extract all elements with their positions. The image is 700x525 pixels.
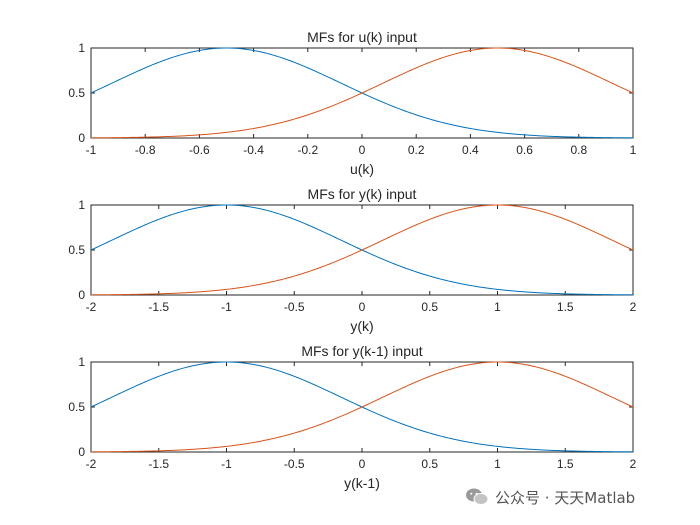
x-tick-label: 1.5 [557, 300, 574, 314]
y-tick-label: 0.5 [68, 400, 85, 414]
y-tick-label: 0 [78, 445, 85, 459]
x-tick-label: -0.6 [189, 143, 210, 157]
watermark: 公众号 · 天天Matlab [465, 486, 635, 508]
x-tick-label: 2 [630, 457, 637, 471]
x-tick-label: 2 [630, 300, 637, 314]
wechat-icon [466, 488, 489, 505]
watermark-text: 公众号 · 天天Matlab [495, 488, 636, 507]
x-tick-label: 0.5 [421, 457, 438, 471]
x-tick-label: 0.5 [421, 300, 438, 314]
x-tick-label: -1.5 [148, 457, 169, 471]
x-tick-label: 0.6 [516, 143, 533, 157]
y-tick-label: 0.5 [68, 243, 85, 257]
x-tick-label: -1 [221, 300, 232, 314]
subplot-1: MFs for u(k) input -1 -0.8 -0.6 -0.4 -0.2 0 0.2… [68, 29, 636, 177]
x-tick-label: 0 [359, 143, 366, 157]
subplot-title: MFs for y(k-1) input [301, 343, 422, 359]
y-tick-label: 1 [78, 41, 85, 55]
x-tick-label: -2 [86, 300, 97, 314]
x-tick-label: 0 [359, 300, 366, 314]
subplot-title: MFs for u(k) input [307, 29, 417, 45]
x-tick-label: -0.8 [135, 143, 156, 157]
x-axis-label: u(k) [350, 161, 374, 177]
x-tick-label: -0.5 [284, 300, 305, 314]
y-tick-label: 0 [78, 288, 85, 302]
x-tick-label: 0.2 [408, 143, 425, 157]
x-tick-label: -0.2 [297, 143, 318, 157]
x-axis-label: y(k) [350, 318, 373, 334]
x-tick-label: -0.4 [243, 143, 264, 157]
x-tick-label: 1 [494, 300, 501, 314]
y-tick-label: 0 [78, 131, 85, 145]
x-tick-label: -2 [86, 457, 97, 471]
x-tick-label: 1.5 [557, 457, 574, 471]
subplot-3: MFs for y(k-1) input -2 -1.5 -1 -0.5 0 0.5 1 1.5… [68, 343, 636, 491]
x-tick-label: -1 [221, 457, 232, 471]
subplot-2: MFs for y(k) input -2 -1.5 -1 -0.5 0 0.5 1 1.5 2 0… [68, 186, 636, 334]
y-tick-label: 1 [78, 198, 85, 212]
mf-curve-2 [90, 361, 634, 453]
x-tick-label: -1 [86, 143, 97, 157]
x-tick-label: -0.5 [284, 457, 305, 471]
x-tick-label: 0.4 [462, 143, 479, 157]
x-tick-label: 0 [359, 457, 366, 471]
y-tick-label: 0.5 [68, 86, 85, 100]
x-tick-label: 0.8 [570, 143, 587, 157]
x-tick-label: -1.5 [148, 300, 169, 314]
subplot-title: MFs for y(k) input [308, 186, 417, 202]
x-axis-label: y(k-1) [344, 475, 380, 491]
x-tick-label: 1 [630, 143, 637, 157]
x-tick-label: 1 [494, 457, 501, 471]
mf-curve-2 [90, 204, 634, 296]
y-tick-label: 1 [78, 355, 85, 369]
mf-curve-2 [90, 47, 634, 139]
